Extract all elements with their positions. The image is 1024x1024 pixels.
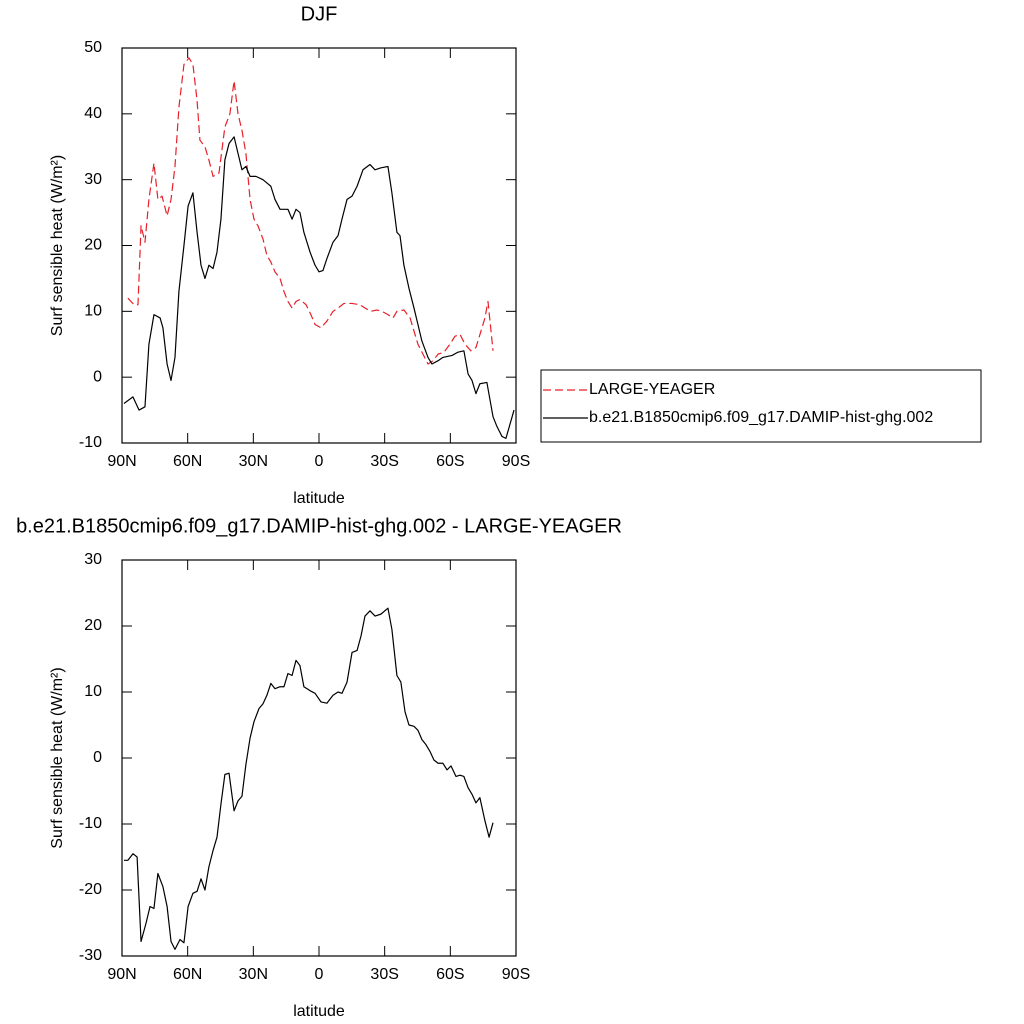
x-tick-label: 30S: [370, 966, 398, 983]
y-tick-label: 0: [93, 749, 102, 766]
x-tick-label: 0: [315, 453, 324, 470]
x-tick-label: 60S: [436, 966, 464, 983]
y-tick-label: 20: [84, 237, 102, 254]
x-tick-label: 60N: [173, 453, 202, 470]
plot-frame: [121, 559, 517, 957]
x-tick-label: 60S: [436, 453, 464, 470]
x-tick-label: 90S: [502, 966, 530, 983]
y-axis-label: Surf sensible heat (W/m²): [49, 667, 66, 848]
legend-label: b.e21.B1850cmip6.f09_g17.DAMIP-hist-ghg.…: [589, 409, 933, 426]
data-line: [123, 136, 515, 439]
y-tick-label: 40: [84, 105, 102, 122]
x-tick-label: 90N: [107, 966, 136, 983]
y-tick-label: -30: [79, 947, 102, 964]
chart-title: b.e21.B1850cmip6.f09_g17.DAMIP-hist-ghg.…: [16, 515, 622, 537]
x-axis-label: latitude: [293, 490, 345, 507]
y-tick-label: 0: [93, 368, 102, 385]
y-tick-label: 10: [84, 303, 102, 320]
x-tick-label: 30S: [370, 453, 398, 470]
y-tick-label: 30: [84, 171, 102, 188]
y-tick-label: 50: [84, 39, 102, 56]
x-tick-label: 30N: [239, 966, 268, 983]
x-tick-label: 0: [315, 966, 324, 983]
y-tick-label: -10: [79, 815, 102, 832]
data-line: [127, 57, 494, 365]
y-tick-label: 10: [84, 683, 102, 700]
x-tick-label: 60N: [173, 966, 202, 983]
x-axis-label: latitude: [293, 1003, 345, 1020]
y-tick-label: -10: [79, 434, 102, 451]
y-tick-label: -20: [79, 881, 102, 898]
x-tick-label: 90N: [107, 453, 136, 470]
y-tick-label: 20: [84, 617, 102, 634]
y-axis-label: Surf sensible heat (W/m²): [49, 155, 66, 336]
legend-box: [540, 369, 982, 443]
legend-label: LARGE-YEAGER: [589, 381, 715, 398]
chart-title: DJF: [301, 3, 338, 25]
plot-frame: [121, 47, 517, 444]
x-tick-label: 90S: [502, 453, 530, 470]
y-tick-label: 30: [84, 551, 102, 568]
data-line: [123, 607, 494, 950]
legend: LARGE-YEAGER b.e21.B1850cmip6.f09_g17.DAM…: [540, 369, 982, 443]
x-tick-label: 30N: [239, 453, 268, 470]
